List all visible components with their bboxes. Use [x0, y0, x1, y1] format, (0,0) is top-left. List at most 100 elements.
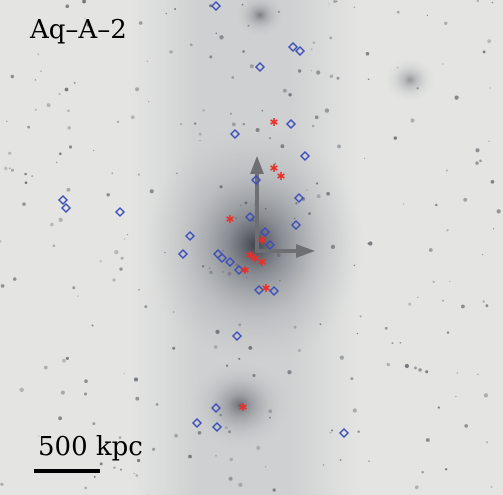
satellite-diamond — [231, 330, 243, 342]
source — [408, 302, 412, 306]
source — [491, 1, 494, 4]
source — [324, 108, 330, 113]
source — [404, 363, 409, 369]
source — [326, 191, 330, 196]
source — [483, 393, 488, 398]
source — [67, 109, 70, 113]
source — [437, 406, 440, 409]
source — [416, 87, 419, 90]
source — [238, 357, 241, 360]
satellite-star — [251, 254, 259, 262]
source — [58, 92, 61, 96]
source — [481, 253, 484, 256]
source — [238, 482, 243, 487]
source — [421, 471, 424, 474]
satellite-diamond — [287, 41, 299, 53]
source — [490, 180, 495, 184]
source — [316, 182, 319, 185]
source — [298, 349, 301, 352]
source — [118, 436, 122, 439]
source — [244, 201, 248, 205]
source — [10, 74, 14, 79]
source — [399, 342, 402, 344]
source — [126, 234, 129, 236]
source — [311, 48, 313, 50]
source — [330, 244, 336, 249]
satellite-diamond — [268, 285, 280, 297]
source — [197, 431, 202, 435]
source — [215, 32, 218, 35]
source — [68, 145, 73, 149]
source — [219, 185, 223, 189]
source — [444, 21, 448, 25]
satellite-diamond — [244, 211, 256, 223]
source — [164, 251, 166, 254]
source — [489, 87, 492, 89]
satellite-star — [258, 236, 266, 244]
panel-title: Aq–A–2 — [29, 15, 127, 45]
source — [133, 472, 135, 474]
source — [6, 120, 8, 123]
source — [213, 345, 218, 349]
source — [66, 187, 71, 192]
satellite-diamond — [114, 206, 126, 218]
axes-arrows — [250, 156, 315, 258]
source — [331, 429, 334, 432]
source — [208, 267, 211, 270]
source — [393, 136, 397, 140]
source — [112, 278, 116, 282]
satellite-diamond — [250, 174, 262, 186]
source — [227, 271, 232, 276]
source — [488, 140, 490, 143]
source — [165, 12, 167, 15]
satellite-diamond — [254, 61, 266, 73]
source — [149, 189, 154, 194]
source — [245, 276, 248, 279]
source — [201, 265, 205, 268]
source — [106, 193, 110, 197]
source — [487, 39, 491, 43]
source — [73, 81, 76, 84]
satellite-star — [262, 284, 270, 292]
source — [396, 10, 400, 14]
source — [295, 202, 298, 205]
source — [367, 78, 370, 81]
source — [283, 88, 287, 93]
satellite-star — [270, 118, 278, 126]
source — [229, 457, 233, 462]
source — [279, 279, 281, 282]
source — [268, 409, 273, 414]
source — [13, 277, 17, 281]
source — [38, 435, 40, 437]
source — [19, 387, 24, 392]
satellite-diamond — [253, 284, 265, 296]
source — [329, 36, 333, 40]
source — [27, 125, 30, 129]
star-stroke — [258, 237, 266, 243]
source — [256, 445, 261, 450]
source — [442, 300, 444, 302]
source — [287, 370, 292, 375]
source — [475, 148, 480, 153]
source — [231, 122, 236, 127]
source — [264, 466, 267, 468]
source — [176, 172, 178, 174]
source — [228, 476, 233, 481]
source — [477, 373, 479, 376]
source — [59, 152, 62, 156]
source — [84, 17, 86, 20]
source — [93, 475, 96, 478]
satellite-diamond — [294, 45, 306, 57]
source — [425, 438, 430, 442]
source — [276, 253, 281, 257]
source — [0, 239, 2, 243]
satellite-diamond — [264, 239, 276, 251]
satellite-diamond — [184, 230, 196, 242]
source — [148, 101, 150, 103]
source — [418, 368, 422, 372]
source — [476, 0, 479, 2]
source — [364, 157, 366, 159]
source — [134, 377, 138, 382]
source — [138, 289, 140, 291]
